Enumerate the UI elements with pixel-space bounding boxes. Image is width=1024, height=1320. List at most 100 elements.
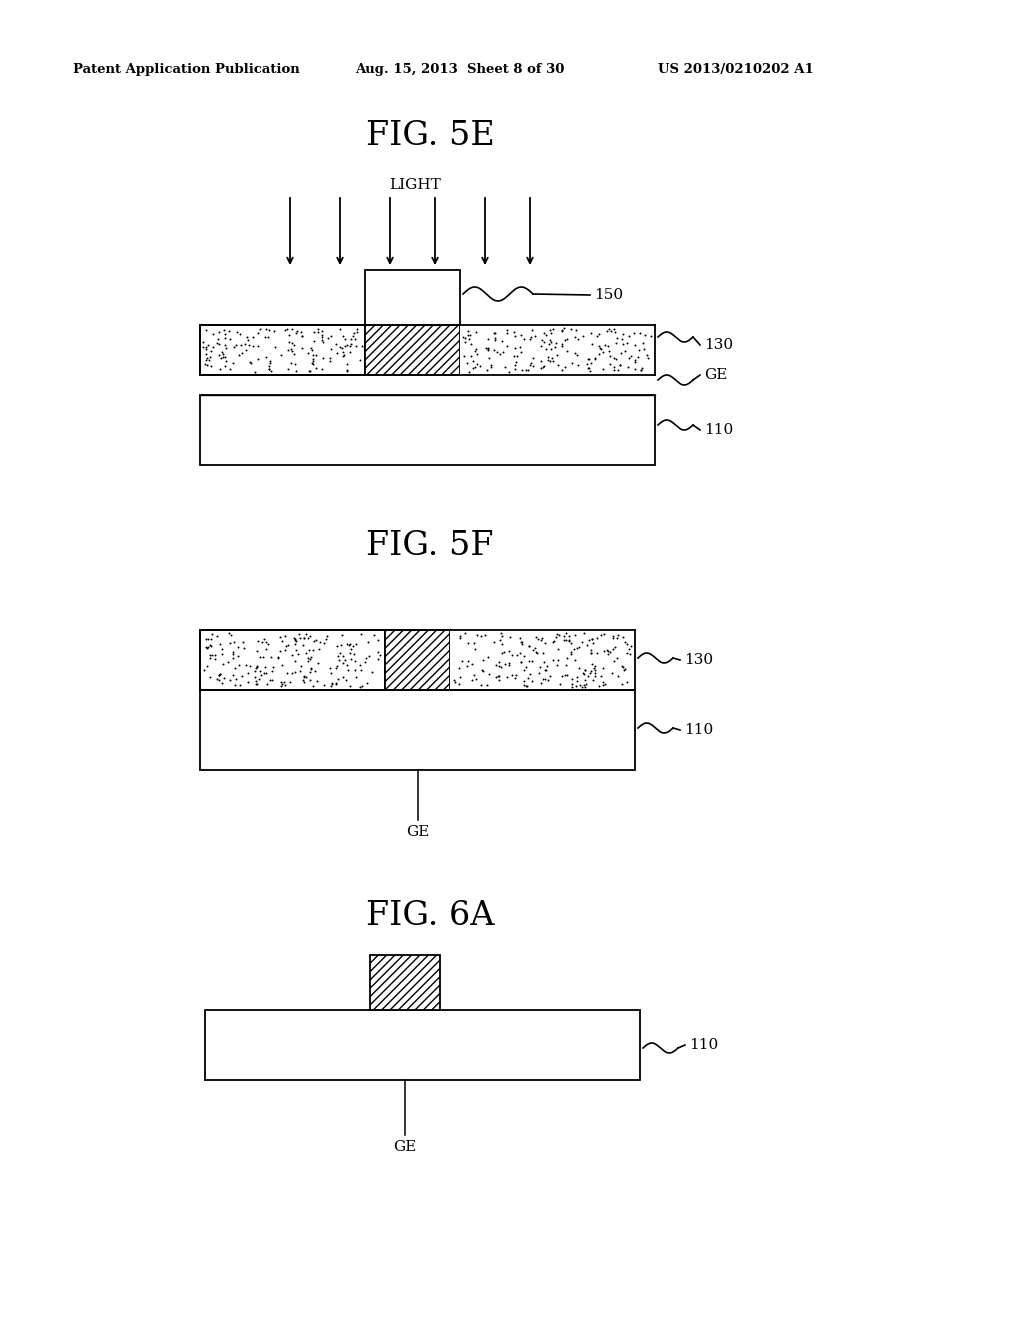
Point [282, 671, 298, 692]
Point [240, 326, 256, 347]
Point [504, 644, 520, 665]
Point [300, 342, 316, 363]
Point [575, 675, 592, 696]
Point [276, 319, 293, 341]
Point [346, 643, 362, 664]
Point [474, 660, 490, 681]
Point [269, 647, 286, 668]
Point [279, 318, 295, 339]
Point [627, 348, 643, 370]
Point [616, 660, 633, 681]
Point [446, 669, 463, 690]
Point [546, 630, 562, 651]
Point [580, 358, 596, 379]
Point [563, 676, 580, 697]
Point [214, 643, 230, 664]
Point [339, 655, 355, 676]
Point [601, 341, 617, 362]
Point [211, 322, 227, 343]
Point [352, 659, 369, 680]
Point [337, 329, 353, 350]
Point [259, 675, 275, 696]
Point [217, 355, 233, 376]
Point [496, 342, 512, 363]
Point [513, 652, 529, 673]
Point [608, 327, 625, 348]
Point [226, 337, 243, 358]
Bar [365, 325, 460, 375]
Point [203, 355, 219, 376]
Point [208, 333, 224, 354]
Point [276, 675, 293, 696]
Point [523, 352, 540, 374]
Point [595, 675, 611, 696]
Point [258, 663, 274, 684]
Point [313, 359, 330, 380]
Point [559, 341, 575, 362]
Point [294, 326, 310, 347]
Point [540, 347, 556, 368]
Point [521, 635, 538, 656]
Point [603, 321, 620, 342]
Point [337, 335, 353, 356]
Point [258, 631, 274, 652]
Point [513, 631, 529, 652]
Point [335, 667, 351, 688]
Point [494, 634, 510, 655]
Point [508, 645, 524, 667]
Point [596, 623, 612, 644]
Point [513, 652, 529, 673]
Point [613, 656, 630, 677]
Point [571, 675, 588, 696]
Point [547, 337, 563, 358]
Point [212, 634, 228, 655]
Point [324, 326, 340, 347]
Point [483, 356, 500, 378]
Point [228, 321, 245, 342]
Point [558, 655, 574, 676]
Point [207, 648, 223, 669]
Point [370, 648, 386, 669]
Bar [370, 954, 440, 1010]
Point [531, 656, 548, 677]
Point [479, 675, 496, 696]
Point [535, 668, 551, 689]
Point [335, 325, 351, 346]
Point [212, 664, 228, 685]
Point [217, 323, 233, 345]
Point [501, 655, 517, 676]
Point [517, 360, 534, 381]
Point [271, 626, 288, 647]
Point [302, 669, 318, 690]
Point [253, 664, 269, 685]
Point [587, 659, 603, 680]
Point [615, 333, 632, 354]
Point [577, 669, 593, 690]
Point [243, 352, 259, 374]
Point [610, 359, 627, 380]
Point [329, 636, 345, 657]
Point [490, 656, 507, 677]
Point [284, 644, 300, 665]
Point [620, 356, 636, 378]
Point [564, 668, 581, 689]
Point [570, 329, 587, 350]
Point [585, 632, 601, 653]
Point [507, 326, 523, 347]
Point [293, 321, 309, 342]
Text: FIG. 5E: FIG. 5E [366, 120, 495, 152]
Text: GE: GE [705, 368, 727, 381]
Point [198, 343, 214, 364]
Point [315, 632, 332, 653]
Point [296, 667, 312, 688]
Point [569, 667, 586, 688]
Point [332, 318, 348, 339]
Point [195, 337, 211, 358]
Point [303, 647, 319, 668]
Point [541, 669, 557, 690]
Point [198, 636, 214, 657]
Point [299, 648, 315, 669]
Point [328, 657, 344, 678]
Point [614, 323, 631, 345]
Text: 110: 110 [705, 422, 733, 437]
